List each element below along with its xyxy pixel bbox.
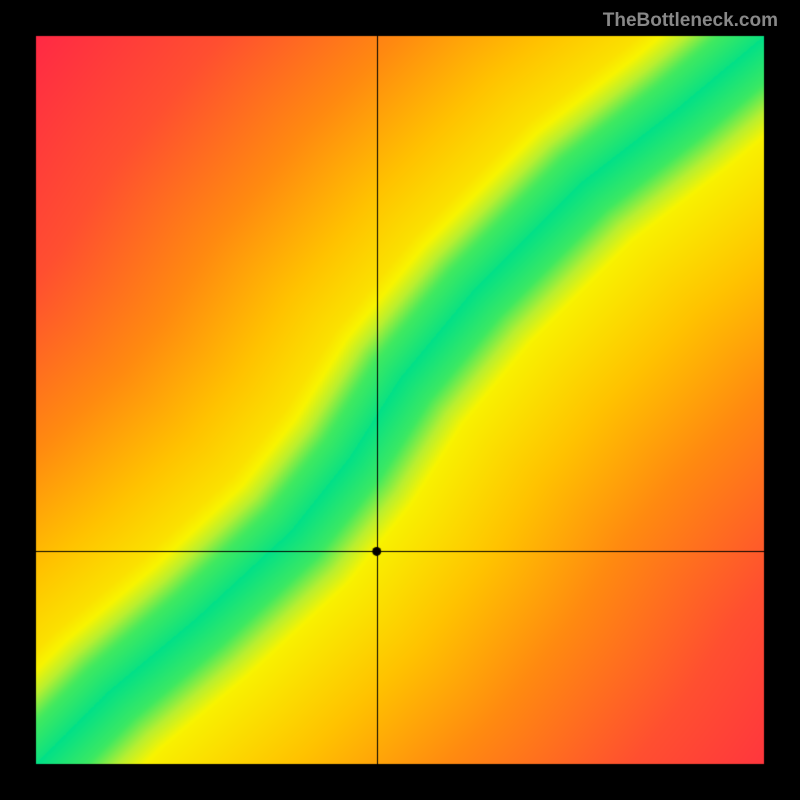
watermark-text: TheBottleneck.com — [603, 10, 778, 32]
heatmap-canvas — [0, 0, 800, 800]
chart-container: TheBottleneck.com — [0, 0, 800, 800]
